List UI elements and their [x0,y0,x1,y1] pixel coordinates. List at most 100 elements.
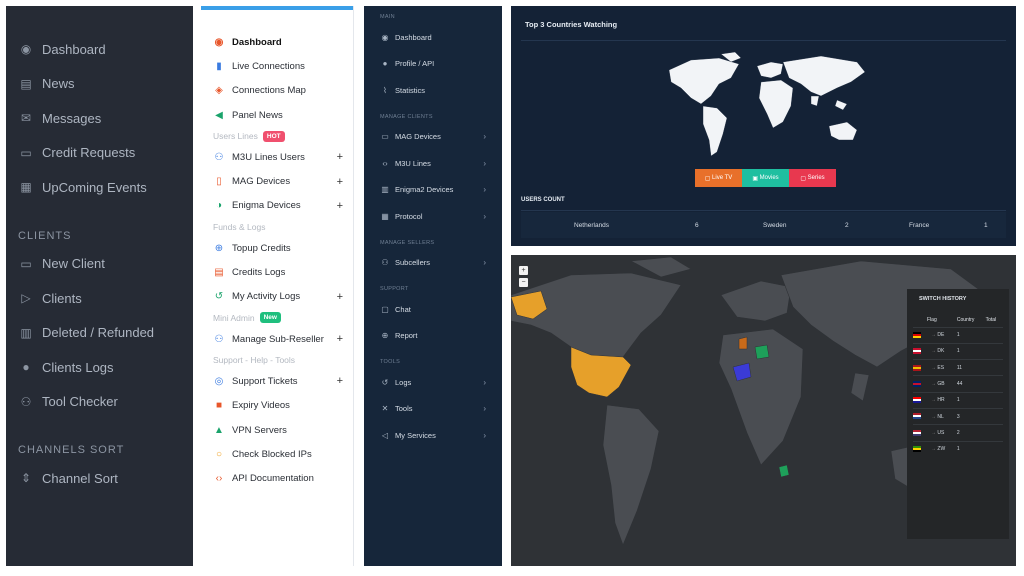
section-header: Mini Admin New [201,309,353,327]
nav-item[interactable]: ↺ Logs › [364,369,502,396]
switch-history-title: SWITCH HISTORY [919,296,967,302]
menu-item-label: M3U Lines Users [232,151,305,163]
sidebar-item-label: Dashboard [42,41,106,57]
nav-item[interactable]: ▥ Enigma2 Devices › [364,177,502,204]
menu-item[interactable]: ■ Expiry Videos [201,394,353,418]
sidebar-item[interactable]: ✉ Messages [6,101,193,136]
zoom-in-button[interactable]: + [519,266,528,275]
sidebar-item[interactable]: ◉ Dashboard [6,32,193,67]
search-icon: ○ [215,448,223,460]
menu-item[interactable]: ◉ Dashboard [201,30,353,54]
menu-item[interactable]: ▲ VPN Servers [201,418,353,442]
menu-item[interactable]: ⚇ M3U Lines Users + [201,145,353,169]
sidebar-item[interactable]: ▭ Credit Requests [6,136,193,171]
user-icon: ● [382,59,388,69]
envelope-icon: ✉ [20,111,32,126]
menu-item[interactable]: ○ Check Blocked IPs [201,442,353,466]
series-button[interactable]: ▢ Series [789,169,836,187]
users-icon: ⚇ [20,394,32,409]
users-group-icon: ⚇ [214,333,224,345]
section-header-clients: CLIENTS [18,229,72,242]
table-row: → DE 1 [913,326,1003,344]
movies-button[interactable]: ▣ Movies [742,169,789,187]
menu-item[interactable]: ▯ MAG Devices + [201,169,353,193]
sidebar-item-label: Tool Checker [42,394,118,410]
sidebar-item[interactable]: ▭ New Client [6,247,193,282]
megaphone-icon: ◀ [215,109,223,121]
nav-item[interactable]: ◁ My Services › [364,422,502,449]
menu-item[interactable]: ⚇ Manage Sub-Reseller + [201,327,353,351]
nav-item[interactable]: ⊕ Report [364,323,502,350]
flag-code-cell: → HR [927,391,957,409]
zoom-out-button[interactable]: − [519,278,528,287]
menu-item-label: Panel News [232,109,283,121]
nav-item[interactable]: ‹› M3U Lines › [364,150,502,177]
menu-item[interactable]: ‹› API Documentation [201,466,353,490]
users-count-row: Netherlands 6 Sweden 2 France 1 [521,212,1006,238]
nav-item[interactable]: ✕ Tools › [364,396,502,423]
flag-icon [913,446,921,453]
nav-item[interactable]: ⌇ Statistics [364,77,502,104]
flag-code-cell: → NL [927,407,957,425]
menu-item[interactable]: ⊕ Topup Credits [201,236,353,260]
sidebar-item[interactable]: ▥ Deleted / Refunded [6,316,193,351]
nav-item[interactable]: ▢ Chat [364,296,502,323]
table-row: → ES 11 [913,359,1003,376]
menu-item[interactable]: ▮ Live Connections [201,54,353,78]
top-accent-bar [201,6,353,10]
signal-bars-icon: ▮ [216,60,222,72]
nav-item[interactable]: ▭ MAG Devices › [364,124,502,151]
code-icon: ‹› [382,158,388,168]
nav-item-label: Logs [395,377,412,387]
sidebar-item[interactable]: ▦ UpComing Events [6,170,193,205]
chevron-right-icon: › [483,258,486,268]
nav-item[interactable]: ⚇ Subcellers › [364,250,502,277]
menu-item[interactable]: ◀ Panel News [201,103,353,127]
nav-item-label: Tools [395,404,413,414]
menu-item[interactable]: ◑ Enigma Devices + [201,194,353,218]
flag-code: GB [937,381,945,388]
nav-item[interactable]: ▦ Protocol › [364,203,502,230]
menu-item[interactable]: ↺ My Activity Logs + [201,285,353,309]
expand-plus-icon[interactable]: + [336,333,343,346]
menu-item-label: Support Tickets [232,375,298,387]
sidebar-item[interactable]: ▤ News [6,67,193,102]
series-label: Series [807,175,825,181]
expand-plus-icon[interactable]: + [336,375,343,388]
chevron-right-icon: › [483,377,486,387]
menu-item-label: API Documentation [232,473,314,485]
total-cell: 11 [956,359,986,376]
live-tv-button[interactable]: ▢ Live TV [695,169,742,187]
chevron-right-icon: › [483,132,486,142]
nav-item-label: Subcellers [395,258,431,268]
flag-code-cell: → DE [927,326,957,344]
sidebar-item[interactable]: ⚇ Tool Checker [6,385,193,420]
enigma-icon: ◑ [215,200,223,212]
expand-plus-icon[interactable]: + [336,199,343,212]
arrow-icon: → [931,429,938,436]
nav-item[interactable]: ◉ Dashboard [364,24,502,51]
tv-icon: ▢ [704,175,713,182]
nav-item[interactable]: ● Profile / API [364,51,502,78]
country-name: Netherlands [574,221,610,229]
arrow-icon: → [931,413,938,420]
sidebar-item[interactable]: ⇕ Channel Sort [6,461,193,496]
expand-plus-icon[interactable]: + [336,290,343,303]
chart-icon: ⌇ [383,85,387,95]
country-count: 6 [695,221,699,229]
sidebar-item[interactable]: ▷ Clients [6,281,193,316]
menu-item-label: VPN Servers [232,424,287,436]
dashboard-icon: ◉ [214,36,224,48]
menu-item[interactable]: ◈ Connections Map [201,79,353,103]
flag-cell [913,342,927,360]
sidebar-item[interactable]: ● Clients Logs [6,350,193,385]
flag-cell [913,424,927,442]
expand-plus-icon[interactable]: + [336,175,343,188]
menu-item[interactable]: ◎ Support Tickets + [201,369,353,393]
sidebar-item-label: New Client [42,256,105,272]
nav-item-label: Report [395,331,418,341]
table-row: → GB 44 [913,375,1003,393]
expand-plus-icon[interactable]: + [336,151,343,164]
menu-item[interactable]: ▤ Credits Logs [201,260,353,284]
